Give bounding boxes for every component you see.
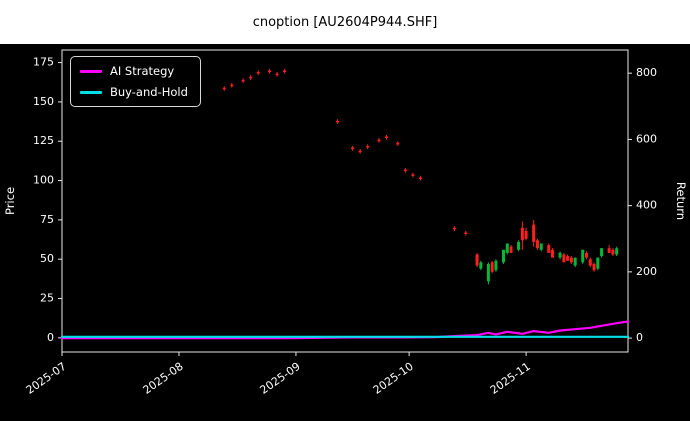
svg-text:2025-08: 2025-08 bbox=[141, 360, 186, 397]
svg-text:150: 150 bbox=[33, 95, 54, 108]
svg-text:2025-11: 2025-11 bbox=[488, 360, 533, 397]
svg-text:200: 200 bbox=[636, 265, 657, 278]
right-axis: 0 200 400 600 800 Return bbox=[628, 66, 688, 344]
return-axis-label: Return bbox=[674, 182, 688, 220]
plot-frame bbox=[61, 49, 629, 353]
svg-text:75: 75 bbox=[40, 213, 54, 226]
svg-text:175: 175 bbox=[33, 56, 54, 69]
left-axis: 0 25 50 75 100 125 150 175 Price bbox=[3, 56, 62, 344]
svg-text:100: 100 bbox=[33, 174, 54, 187]
svg-text:2025-10: 2025-10 bbox=[371, 360, 416, 397]
svg-text:800: 800 bbox=[636, 66, 657, 79]
svg-text:600: 600 bbox=[636, 132, 657, 145]
svg-text:2025-07: 2025-07 bbox=[24, 360, 69, 397]
svg-text:50: 50 bbox=[40, 252, 54, 265]
buy-and-hold-line-swatch bbox=[80, 90, 102, 94]
svg-text:2025-09: 2025-09 bbox=[258, 360, 303, 397]
svg-text:125: 125 bbox=[33, 134, 54, 147]
legend-label: Buy-and-Hold bbox=[110, 85, 188, 99]
legend-label: AI Strategy bbox=[110, 64, 175, 78]
chart-svg: 0 25 50 75 100 125 150 175 Price 0 200 400 600 800 Ret… bbox=[3, 49, 688, 397]
price-candles bbox=[222, 68, 619, 285]
svg-text:400: 400 bbox=[636, 199, 657, 212]
x-axis: 2025-07 2025-08 2025-09 2025-10 2025-11 bbox=[24, 352, 533, 397]
svg-text:0: 0 bbox=[47, 331, 54, 344]
ai-strategy-line bbox=[60, 320, 630, 340]
legend-item-ai-strategy: AI Strategy bbox=[80, 64, 188, 78]
legend-item-buy-and-hold: Buy-and-Hold bbox=[80, 85, 188, 99]
price-axis-label: Price bbox=[3, 187, 17, 215]
legend: AI Strategy Buy-and-Hold bbox=[70, 56, 201, 107]
chart-area: 0 25 50 75 100 125 150 175 Price 0 200 400 600 800 Ret… bbox=[0, 44, 690, 421]
chart-title: cnoption [AU2604P944.SHF] bbox=[0, 0, 690, 44]
svg-text:0: 0 bbox=[636, 331, 643, 344]
ai-strategy-line-swatch bbox=[80, 69, 102, 73]
svg-text:25: 25 bbox=[40, 292, 54, 305]
